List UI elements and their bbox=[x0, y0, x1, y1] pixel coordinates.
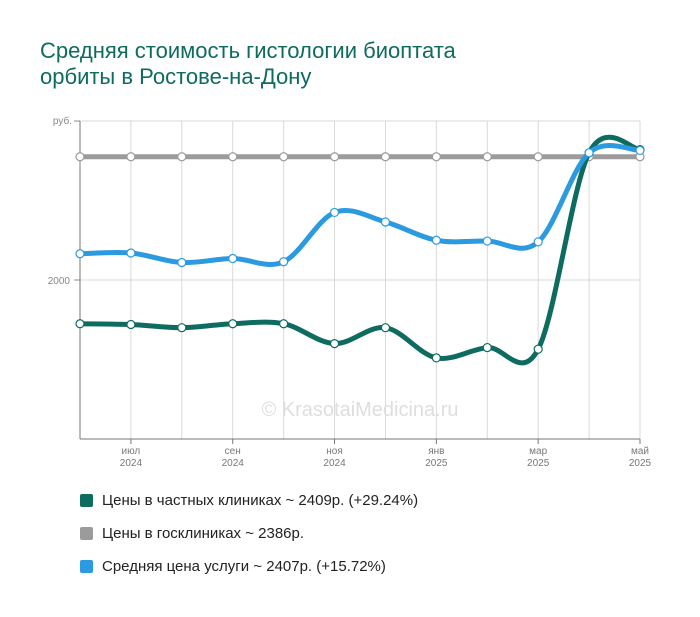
data-point-private bbox=[75, 319, 85, 329]
x-tick-label-month: мар bbox=[529, 446, 547, 457]
data-point-private bbox=[482, 342, 492, 353]
chart-title: Средняя стоимость гистологии биоптата ор… bbox=[40, 38, 660, 90]
data-point-average bbox=[533, 237, 543, 247]
x-tick-label-year: 2024 bbox=[120, 458, 143, 469]
data-point-public bbox=[228, 152, 238, 162]
data-point-average bbox=[482, 236, 492, 246]
data-point-private bbox=[279, 319, 289, 329]
y-tick-label: 2000 bbox=[48, 276, 71, 287]
data-point-average bbox=[431, 235, 441, 245]
legend-swatch-average bbox=[80, 559, 93, 573]
legend-swatch-public bbox=[80, 526, 93, 540]
legend-item-private[interactable]: Цены в частных клиниках ~ 2409р. (+29.24… bbox=[80, 490, 418, 510]
data-point-average bbox=[177, 257, 187, 268]
data-point-public bbox=[279, 152, 289, 162]
data-point-public bbox=[126, 152, 136, 162]
x-tick-label-year: 2024 bbox=[323, 458, 346, 469]
data-point-private bbox=[228, 319, 238, 329]
data-point-average bbox=[584, 148, 594, 158]
data-point-private bbox=[533, 344, 543, 354]
data-point-average bbox=[635, 145, 645, 156]
data-point-average bbox=[228, 253, 238, 264]
legend-label-average: Средняя цена услуги ~ 2407р. (+15.72%) bbox=[102, 557, 386, 575]
data-point-average bbox=[279, 257, 289, 267]
data-point-public bbox=[533, 152, 543, 162]
chart-legend: Цены в частных клиниках ~ 2409р. (+29.24… bbox=[80, 490, 418, 589]
x-tick-label-year: 2025 bbox=[629, 458, 652, 469]
x-tick-label-month: янв bbox=[428, 446, 444, 457]
x-tick-label-year: 2025 bbox=[425, 458, 448, 469]
data-point-public bbox=[177, 152, 187, 162]
watermark: © KrasotaiMedicina.ru bbox=[261, 399, 458, 421]
data-point-average bbox=[126, 248, 136, 258]
data-point-public bbox=[380, 152, 391, 162]
data-point-private bbox=[431, 353, 441, 363]
data-point-average bbox=[75, 249, 85, 259]
series-line-private bbox=[77, 134, 643, 366]
chart-title-line-1: Средняя стоимость гистологии биоптата bbox=[40, 38, 456, 63]
x-tick-label-month: ноя bbox=[326, 446, 343, 457]
legend-item-average[interactable]: Средняя цена услуги ~ 2407р. (+15.72%) bbox=[80, 556, 418, 576]
data-point-public bbox=[431, 152, 441, 162]
data-point-public bbox=[482, 152, 492, 162]
y-axis-unit-label: руб. bbox=[53, 115, 72, 127]
data-point-private bbox=[380, 323, 391, 333]
series-line-average bbox=[77, 142, 643, 267]
legend-label-private: Цены в частных клиниках ~ 2409р. (+29.24… bbox=[102, 491, 419, 509]
x-tick-label-year: 2025 bbox=[527, 458, 550, 469]
legend-label-public: Цены в госклиниках ~ 2386р. bbox=[102, 524, 305, 542]
chart-title-line-2: орбиты в Ростове-на-Дону bbox=[40, 64, 312, 89]
data-point-private bbox=[126, 319, 136, 330]
data-point-average bbox=[329, 207, 340, 218]
x-tick-label-month: май bbox=[631, 446, 649, 457]
x-tick-label-month: июл bbox=[122, 446, 141, 457]
data-point-private bbox=[329, 339, 340, 349]
data-point-private bbox=[177, 323, 187, 333]
x-tick-label-month: сен bbox=[225, 446, 241, 457]
x-tick-label-year: 2024 bbox=[222, 458, 245, 469]
data-point-public bbox=[75, 152, 85, 162]
legend-item-public[interactable]: Цены в госклиниках ~ 2386р. bbox=[80, 523, 418, 543]
data-point-average bbox=[380, 217, 391, 227]
data-point-public bbox=[329, 152, 340, 162]
legend-swatch-private bbox=[80, 493, 93, 507]
